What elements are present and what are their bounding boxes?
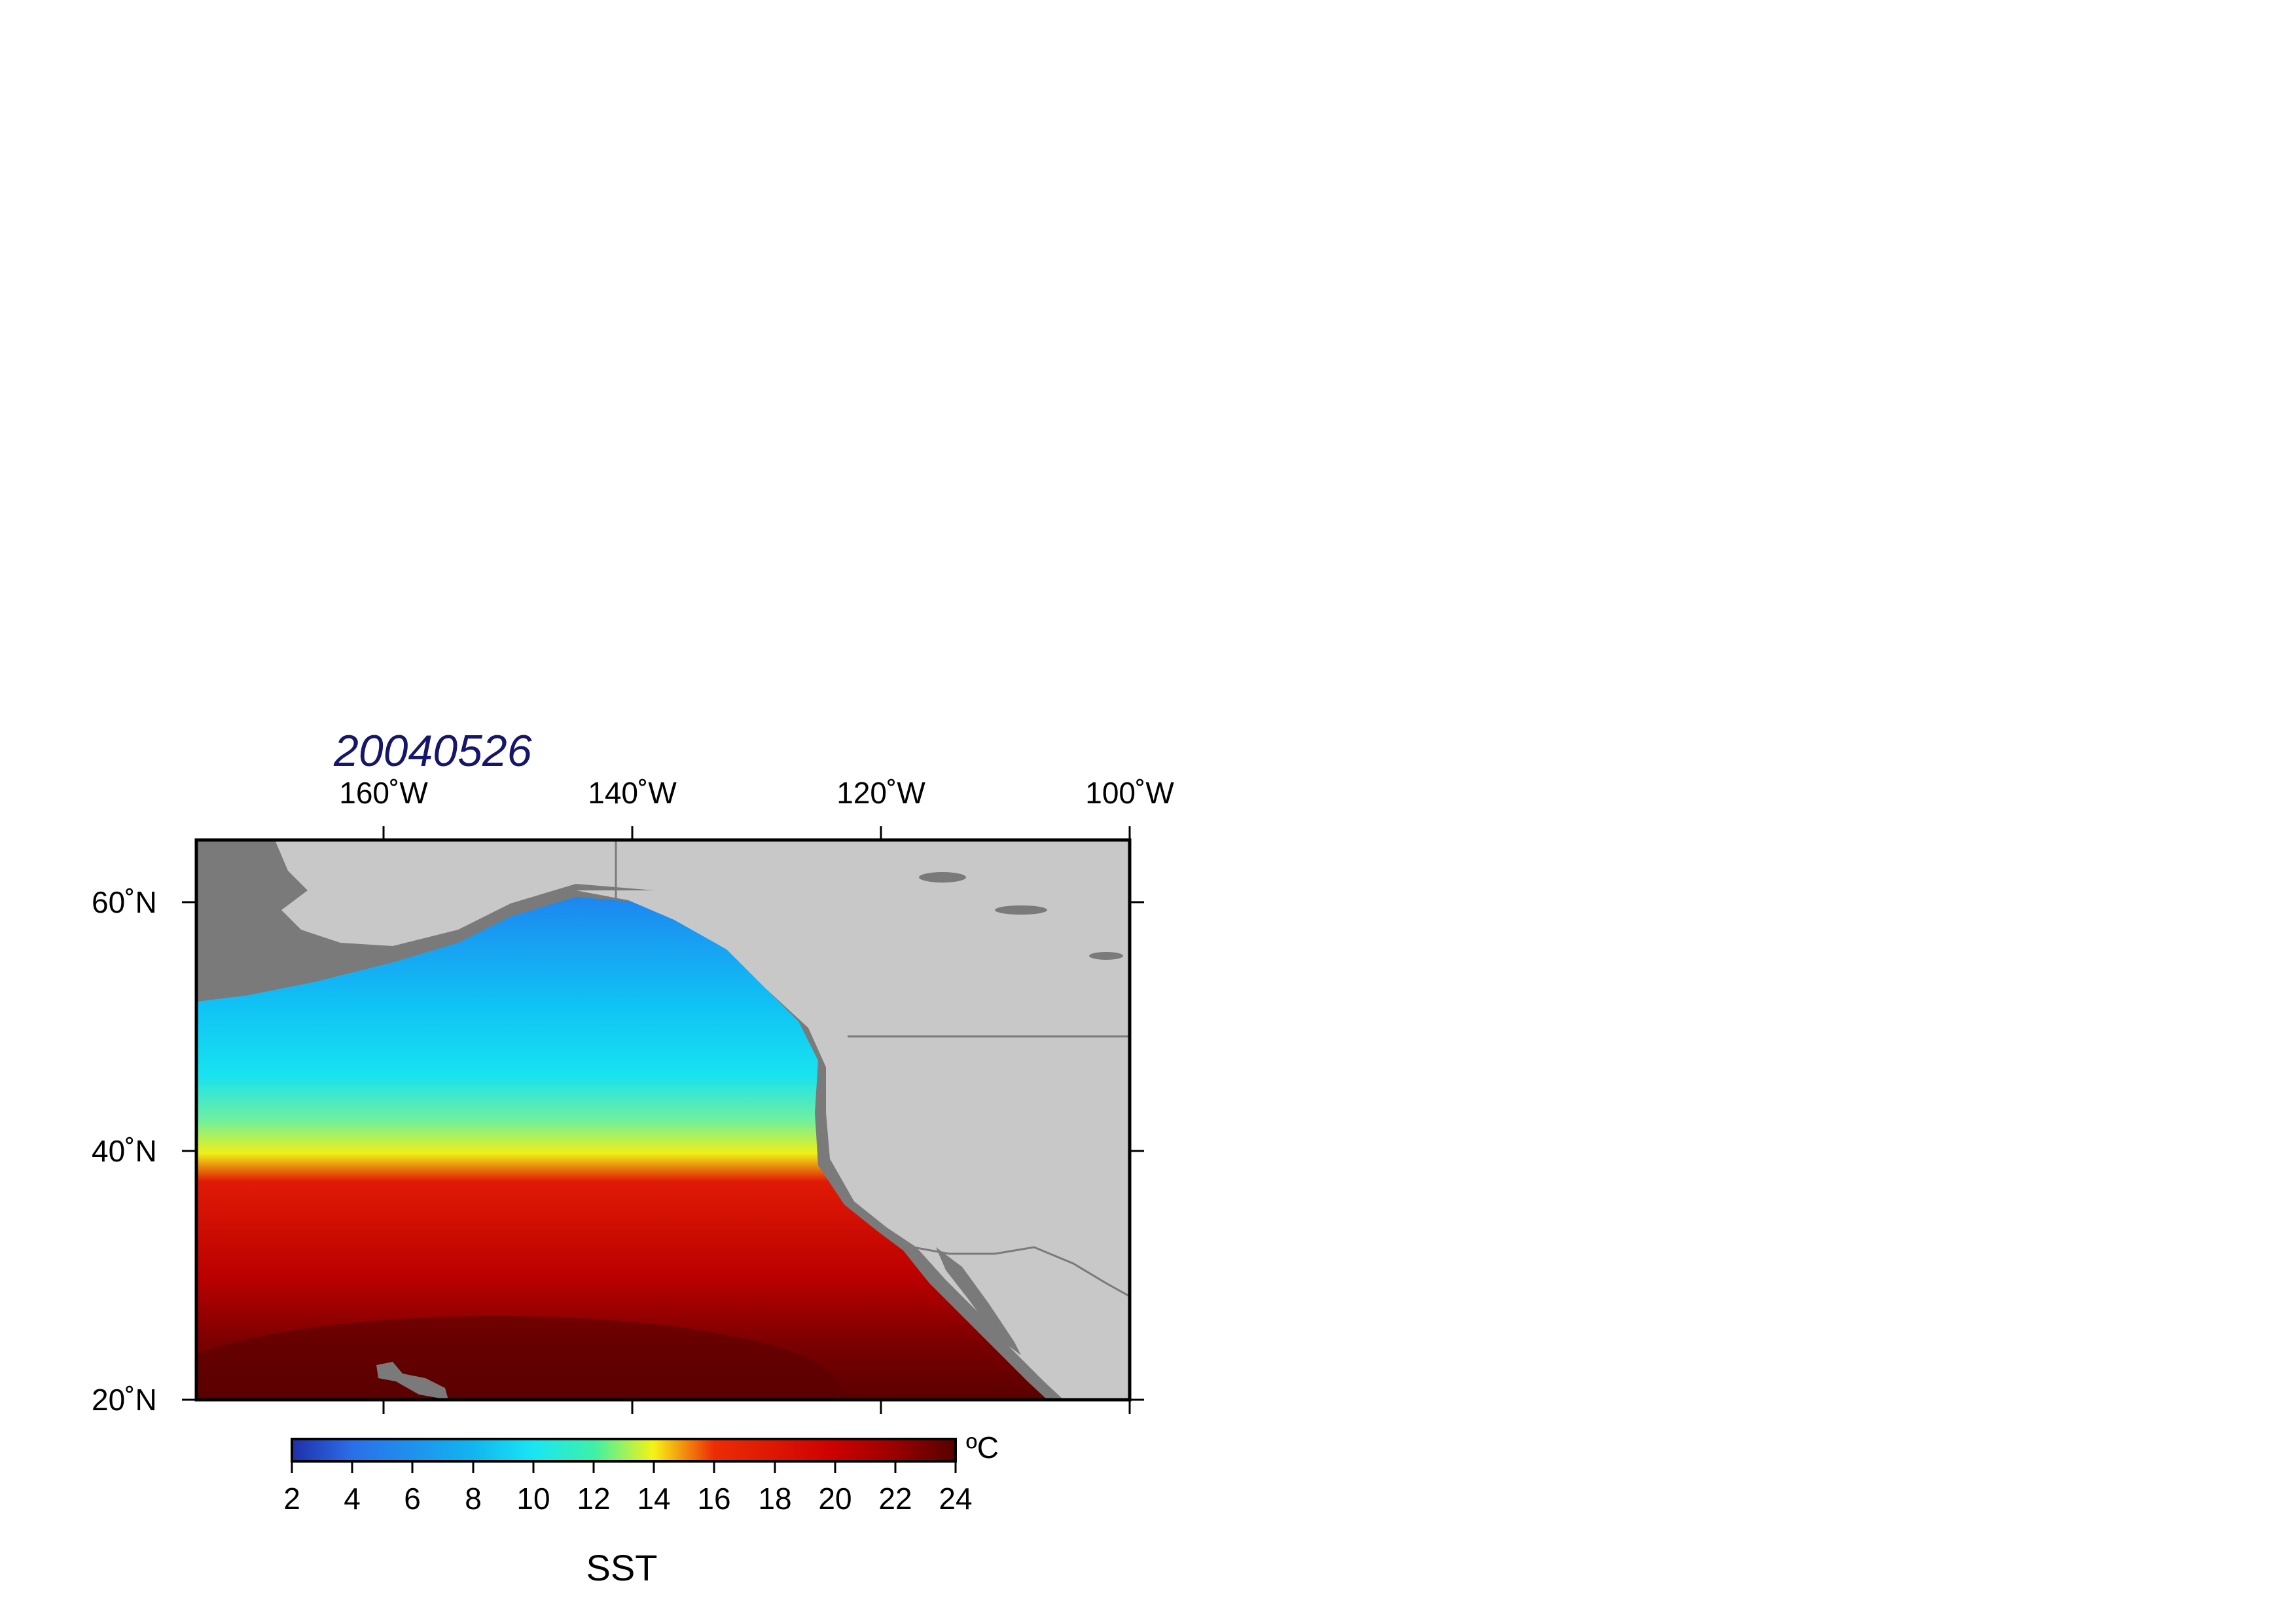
colorbar-tick-label: 6 — [404, 1482, 421, 1516]
colorbar-tick-label: 2 — [283, 1482, 300, 1516]
colorbar-tick-label: 4 — [344, 1482, 361, 1516]
colorbar-ticks — [291, 1461, 957, 1473]
colorbar-tick-label: 20 — [818, 1482, 852, 1516]
lat-label-60n: 60˚N — [92, 885, 157, 919]
lake-2 — [995, 905, 1047, 915]
lon-label-100w: 100˚W — [1085, 776, 1174, 810]
colorbar-tick-label: 14 — [637, 1482, 671, 1516]
colorbar-title: SST — [586, 1547, 658, 1588]
colorbar-tick-label: 24 — [939, 1482, 973, 1516]
lon-ticks — [382, 826, 1131, 1414]
lon-label-140w: 140˚W — [588, 776, 677, 810]
lake-3 — [1089, 952, 1123, 960]
colorbar-tick-label: 18 — [758, 1482, 792, 1516]
hawaii-islands — [376, 1362, 448, 1400]
lon-label-120w: 120˚W — [836, 776, 925, 810]
colorbar-unit: ºC — [966, 1431, 999, 1465]
colorbar-tick-label: 16 — [697, 1482, 731, 1516]
sst-warm-core — [196, 1316, 838, 1400]
land-north-america — [576, 840, 1130, 1400]
lat-ticks — [182, 901, 1144, 1401]
lake-1 — [919, 872, 966, 883]
gulf-of-california — [936, 1247, 1021, 1355]
colorbar-tick-label: 12 — [577, 1482, 611, 1516]
lat-label-20n: 20˚N — [92, 1383, 157, 1417]
border-us-mexico — [912, 1246, 1130, 1298]
land-alaska — [275, 840, 655, 946]
lon-label-160w: 160˚W — [339, 776, 428, 810]
colorbar-tick-label: 22 — [878, 1482, 912, 1516]
lat-label-40n: 40˚N — [92, 1134, 157, 1168]
map-frame — [194, 838, 1132, 1402]
colorbar — [291, 1438, 957, 1463]
colorbar-tick-label: 8 — [465, 1482, 482, 1516]
colorbar-tick-label: 10 — [516, 1482, 550, 1516]
map-title: 20040526 — [334, 726, 532, 776]
